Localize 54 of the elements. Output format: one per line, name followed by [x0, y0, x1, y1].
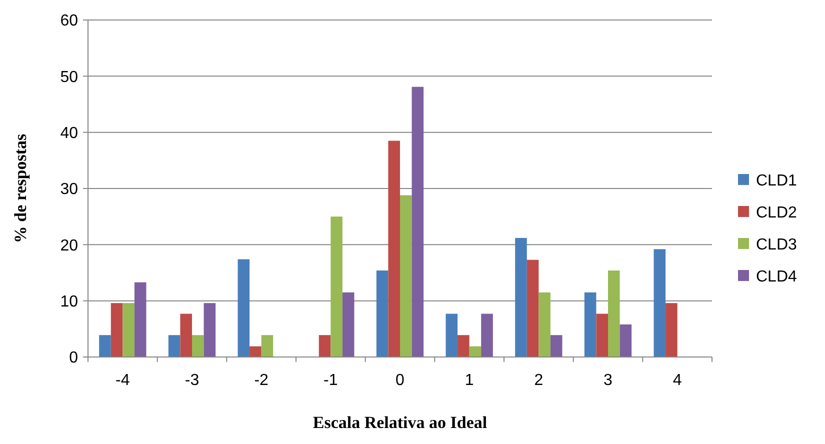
- bar: [168, 335, 180, 357]
- x-tick-label: 3: [604, 372, 613, 389]
- bar: [330, 216, 342, 357]
- legend-label: CLD3: [756, 236, 798, 254]
- bar: [134, 282, 146, 357]
- bar: [538, 292, 550, 357]
- bar: [412, 86, 424, 357]
- bar: [481, 314, 493, 357]
- bar: [238, 259, 250, 357]
- bar: [458, 335, 470, 357]
- bar: [400, 195, 412, 357]
- legend-label: CLD1: [756, 172, 798, 190]
- x-tick-label: -1: [324, 372, 338, 389]
- bar: [596, 314, 608, 357]
- bar: [342, 292, 354, 357]
- x-tick-label: -4: [116, 372, 130, 389]
- legend-label: CLD4: [756, 268, 798, 286]
- bar: [122, 303, 134, 357]
- x-tick-label: -2: [254, 372, 269, 389]
- bar: [550, 335, 562, 357]
- bar: [666, 303, 678, 357]
- x-axis-title: Escala Relativa ao Ideal: [312, 413, 488, 432]
- bar: [469, 346, 482, 357]
- bar: [99, 335, 111, 357]
- y-tick-label: 60: [60, 12, 78, 30]
- x-tick-label: 4: [672, 372, 682, 389]
- bar: [388, 140, 400, 357]
- y-tick-label: 40: [60, 124, 78, 142]
- bar: [620, 324, 632, 357]
- bar: [376, 270, 388, 357]
- x-tick-label: 1: [464, 372, 474, 389]
- y-tick-label: 10: [60, 293, 78, 310]
- bar: [654, 249, 666, 357]
- x-tick-label: 0: [396, 372, 405, 389]
- y-tick-label: 30: [60, 181, 78, 198]
- bar: [608, 270, 620, 357]
- bar: [526, 260, 539, 357]
- y-tick-label: 0: [69, 350, 78, 367]
- bar: [261, 335, 274, 357]
- y-tick-label: 20: [60, 237, 78, 254]
- bar: [180, 314, 192, 357]
- bar: [515, 238, 527, 357]
- y-tick-label: 50: [60, 68, 78, 86]
- bar: [204, 303, 216, 357]
- bar: [192, 335, 204, 357]
- legend-label: CLD2: [756, 204, 798, 222]
- bar: [584, 292, 596, 357]
- bar: [318, 335, 331, 357]
- bar: [250, 346, 262, 357]
- x-tick-label: -3: [184, 372, 200, 389]
- bar: [110, 303, 123, 357]
- x-tick-label: 2: [534, 372, 544, 389]
- y-axis-title: % de respostas: [11, 133, 30, 244]
- bar: [446, 314, 458, 357]
